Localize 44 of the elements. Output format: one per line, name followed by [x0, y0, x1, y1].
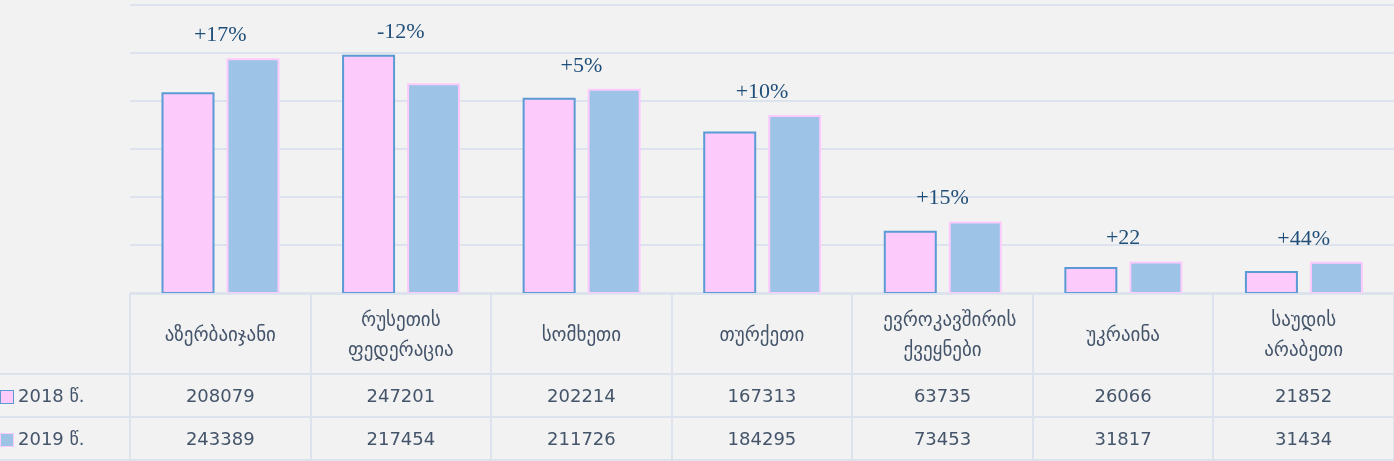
data-label: 247201	[310, 374, 492, 417]
x-tick-label: თურქეთი	[671, 294, 853, 374]
data-label: 211726	[491, 417, 672, 460]
bar	[948, 221, 1002, 293]
data-label: 73453	[852, 417, 1033, 460]
x-tick-label: აზერბაიჯანი	[130, 294, 311, 374]
data-label: 184295	[671, 417, 853, 460]
bar	[768, 115, 822, 293]
annotation: -12%	[377, 17, 425, 43]
bar	[342, 54, 396, 293]
bar	[407, 83, 461, 293]
data-label: 167313	[671, 374, 853, 417]
bar	[1129, 261, 1183, 293]
data-label: 63735	[852, 374, 1033, 417]
bar	[161, 92, 215, 293]
bar	[883, 230, 937, 293]
x-tick-label: უკრაინა	[1032, 294, 1214, 374]
data-label: 208079	[130, 374, 311, 417]
data-label: 243389	[130, 417, 311, 460]
data-label: 202214	[491, 374, 672, 417]
annotation: +44%	[1277, 224, 1331, 250]
annotation: +22	[1105, 224, 1141, 250]
annotation: +10%	[735, 78, 789, 104]
data-label: 21852	[1213, 374, 1394, 417]
bar	[226, 58, 280, 293]
annotation: +15%	[916, 184, 969, 210]
bar	[1064, 266, 1118, 293]
data-label: 26066	[1032, 374, 1214, 417]
data-label: 217454	[310, 417, 492, 460]
legend-label: 2019 წ.	[18, 428, 85, 449]
x-tick-label: საუდის არაბეთი	[1213, 294, 1394, 374]
bar	[1309, 261, 1363, 293]
data-label: 31817	[1032, 417, 1214, 460]
bar	[1244, 271, 1298, 293]
annotation: +17%	[193, 21, 247, 47]
bar	[703, 131, 757, 293]
x-tick-label: რუსეთის ფედერაცია	[310, 294, 492, 374]
data-label: 31434	[1213, 417, 1394, 460]
bar	[522, 97, 576, 293]
bar	[587, 88, 641, 293]
x-tick-label: სომხეთი	[491, 294, 672, 374]
x-tick-label: ევროკავშირის ქვეყნები	[852, 294, 1033, 374]
annotation: +5%	[560, 51, 603, 77]
legend-label: 2018 წ.	[18, 385, 85, 406]
